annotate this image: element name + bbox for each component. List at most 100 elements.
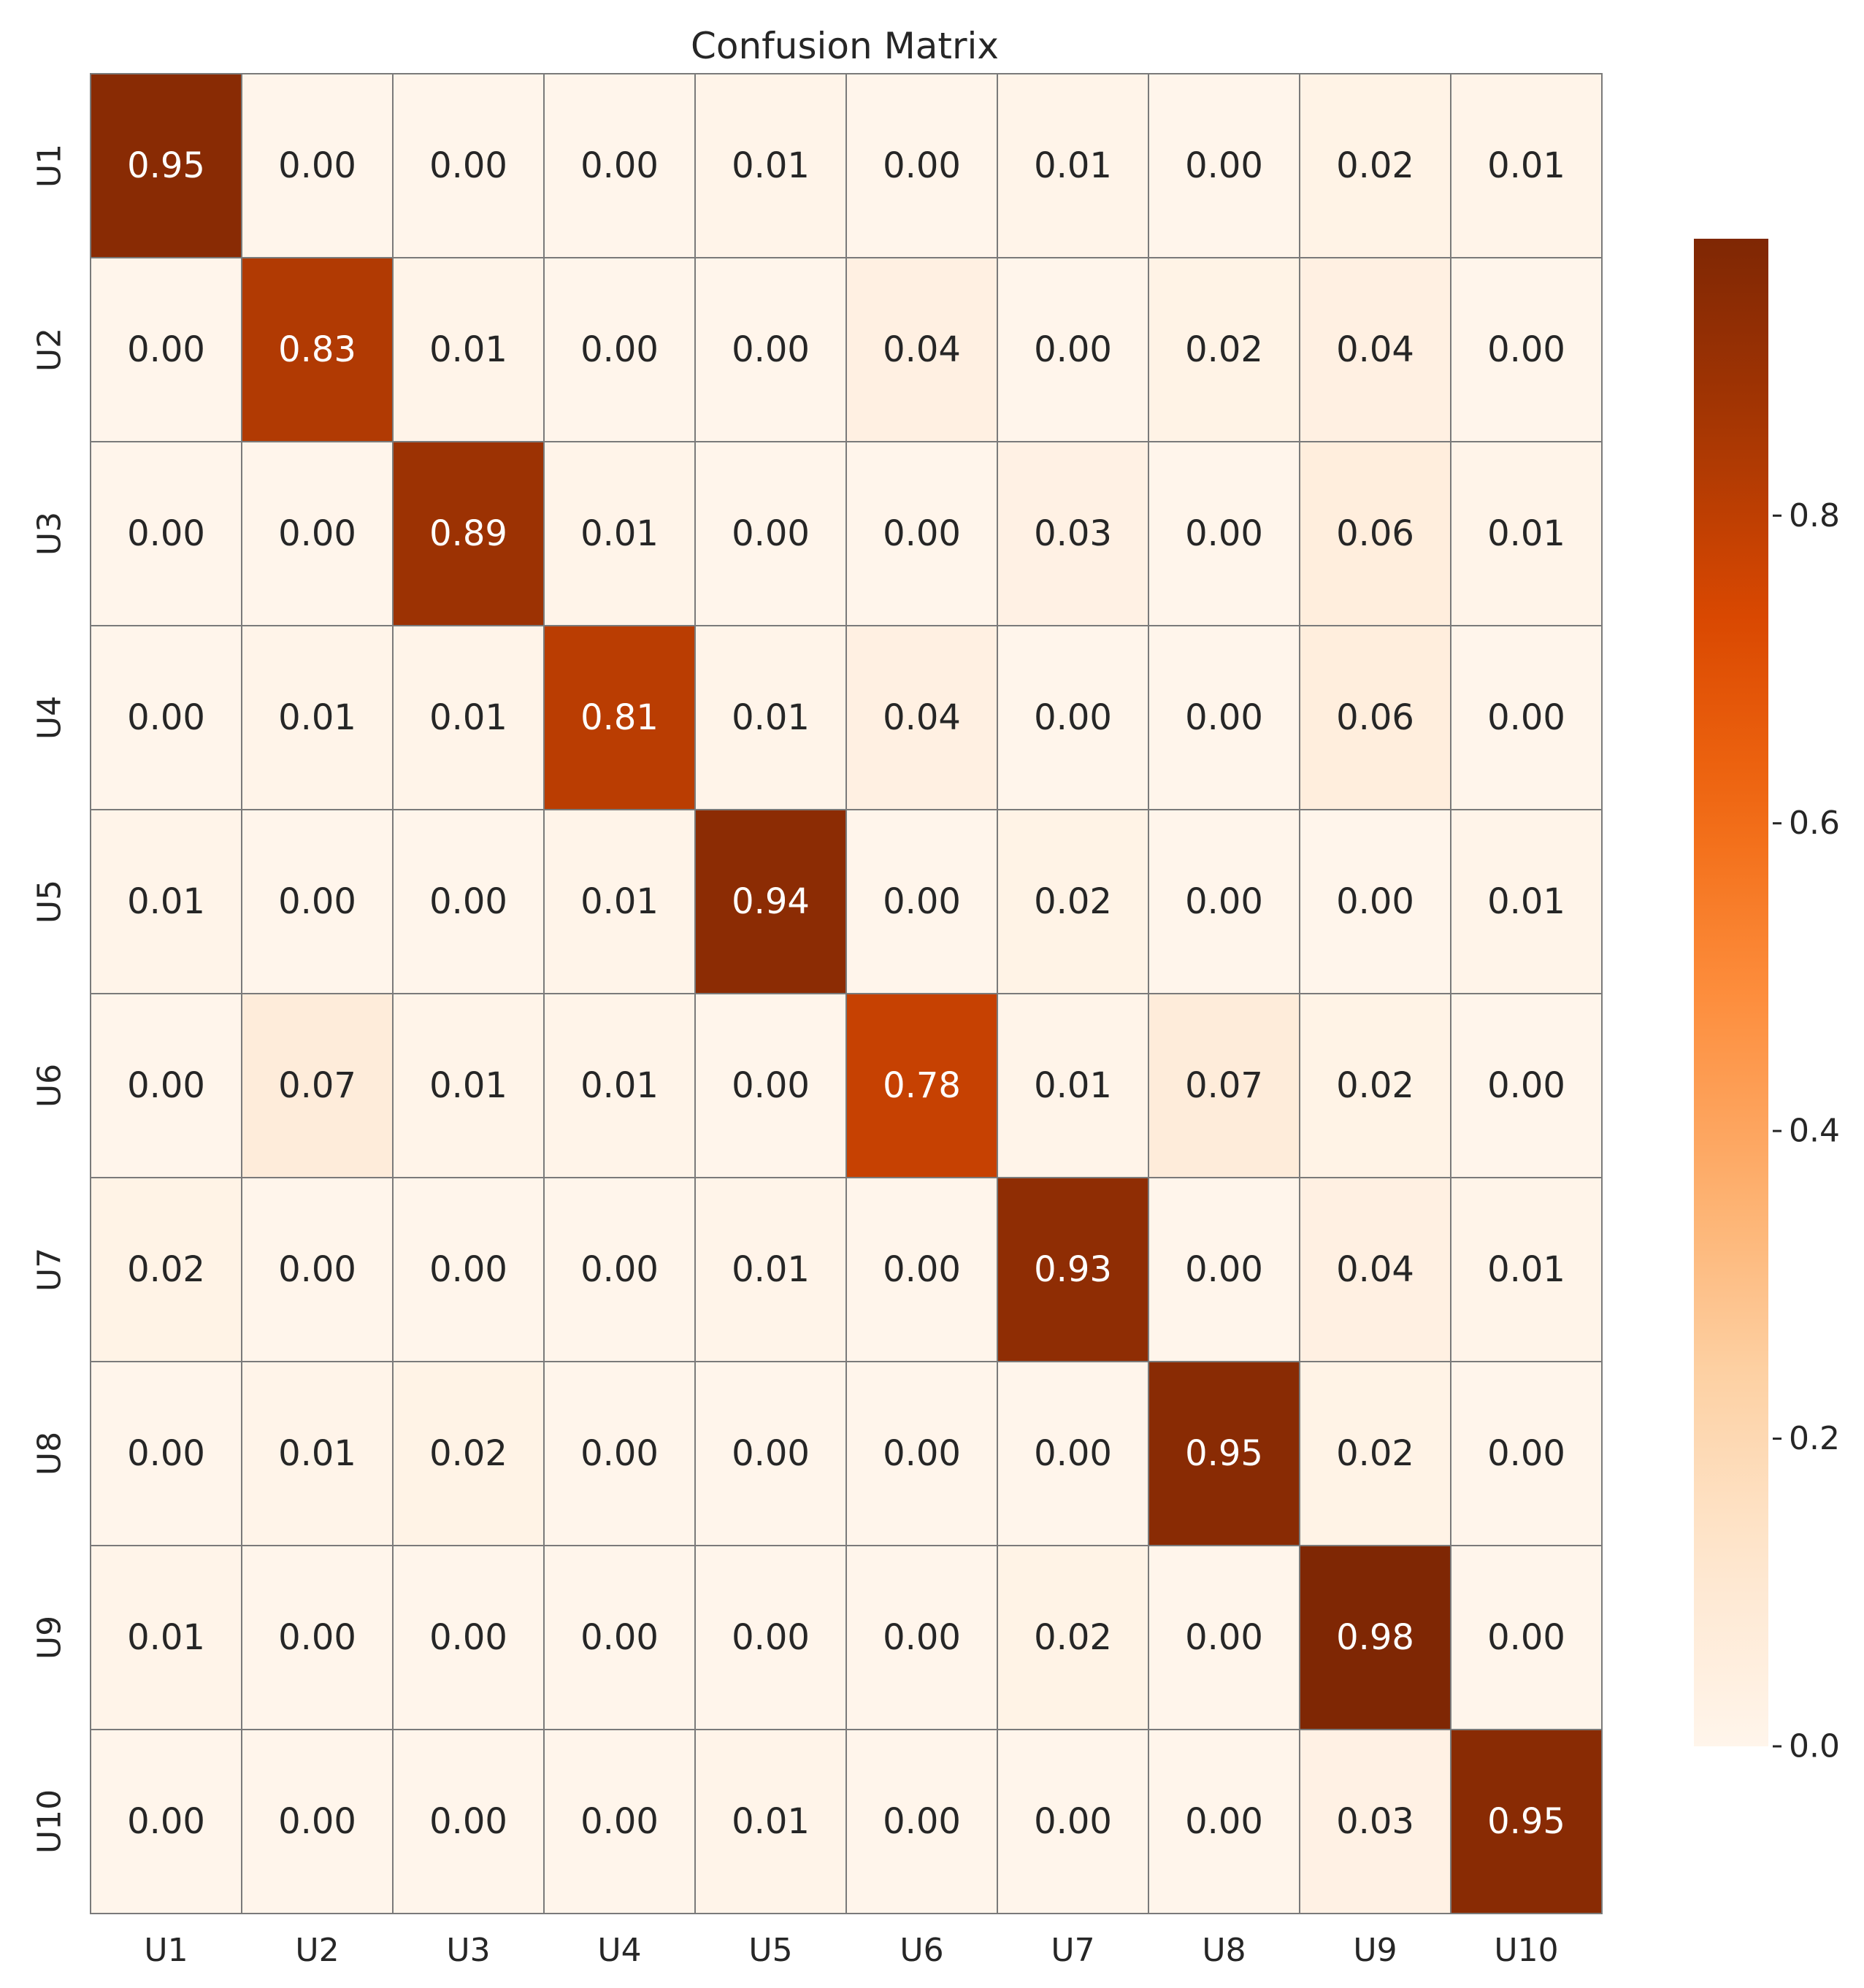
cell-value-label: 0.00 xyxy=(580,1433,659,1474)
cell-value-label: 0.01 xyxy=(580,513,659,554)
cell-value-label: 0.00 xyxy=(1487,1617,1565,1658)
cell-value-label: 0.01 xyxy=(278,697,356,738)
heatmap-cell xyxy=(1148,1177,1300,1362)
heatmap-cell xyxy=(1148,257,1300,442)
cell-value-label: 0.03 xyxy=(1034,513,1112,554)
cell-value-label: 0.00 xyxy=(580,329,659,370)
cell-value-label: 0.01 xyxy=(732,145,810,186)
heatmap-cell xyxy=(694,993,847,1178)
cell-value-label: 0.01 xyxy=(1487,1249,1565,1290)
cell-value-label: 0.00 xyxy=(1185,1249,1263,1290)
heatmap-cell xyxy=(694,1361,847,1546)
cell-value-label: 0.00 xyxy=(278,513,356,554)
heatmap-cell xyxy=(1299,73,1451,258)
heatmap-cell xyxy=(997,1545,1149,1730)
cell-value-label: 0.00 xyxy=(883,1617,961,1658)
y-tick-label: U7 xyxy=(31,1248,69,1292)
x-tick-label: U3 xyxy=(446,1932,490,1969)
y-tick-label: U4 xyxy=(31,696,69,740)
cell-value-label: 0.89 xyxy=(429,513,507,554)
heatmap-cell xyxy=(997,257,1149,442)
cell-value-label: 0.00 xyxy=(127,513,205,554)
cell-value-label: 0.00 xyxy=(127,1065,205,1106)
heatmap-cell-labels: 0.95 0.00 0.00 0.00 0.01 0.00 0.01 0.00 0.02 0.01… xyxy=(127,145,1565,1842)
cell-value-label: 0.00 xyxy=(278,1617,356,1658)
cell-value-label: 0.00 xyxy=(1487,1433,1565,1474)
cell-value-label: 0.98 xyxy=(1336,1617,1414,1658)
cell-value-label: 0.02 xyxy=(1336,1433,1414,1474)
cell-value-label: 0.01 xyxy=(1034,145,1112,186)
cell-value-label: 0.78 xyxy=(883,1065,961,1106)
cell-value-label: 0.00 xyxy=(883,1801,961,1842)
cell-value-label: 0.00 xyxy=(1185,881,1263,922)
cell-value-label: 0.04 xyxy=(883,329,961,370)
cell-value-label: 0.01 xyxy=(1034,1065,1112,1106)
cell-value-label: 0.02 xyxy=(1034,1617,1112,1658)
heatmap-cell xyxy=(997,809,1149,994)
cell-value-label: 0.00 xyxy=(1185,145,1263,186)
colorbar-tick-label: 0.6 xyxy=(1789,805,1840,842)
heatmap-cell xyxy=(241,257,394,442)
cell-value-label: 0.00 xyxy=(732,1617,810,1658)
cell-value-label: 0.02 xyxy=(1336,1065,1414,1106)
y-tick-label: U6 xyxy=(31,1064,69,1108)
heatmap-cell xyxy=(997,1177,1149,1362)
cell-value-label: 0.94 xyxy=(732,881,810,922)
heatmap-cell xyxy=(543,1729,696,1914)
cell-value-label: 0.02 xyxy=(127,1249,205,1290)
cell-value-label: 0.00 xyxy=(1336,881,1414,922)
heatmap-cell xyxy=(1148,809,1300,994)
heatmap-cell xyxy=(543,257,696,442)
heatmap-cell xyxy=(845,809,998,994)
cell-value-label: 0.00 xyxy=(127,697,205,738)
heatmap-cell xyxy=(392,441,545,626)
y-tick-label: U9 xyxy=(31,1616,69,1659)
x-tick-label: U4 xyxy=(597,1932,641,1969)
cell-value-label: 0.00 xyxy=(127,329,205,370)
heatmap-cell xyxy=(241,1545,394,1730)
heatmap-cell xyxy=(90,993,242,1178)
heatmap-cell xyxy=(90,1729,242,1914)
cell-value-label: 0.00 xyxy=(278,1801,356,1842)
heatmap-cell xyxy=(694,257,847,442)
y-tick-label: U1 xyxy=(31,144,69,188)
cell-value-label: 0.00 xyxy=(883,513,961,554)
heatmap-cell xyxy=(1299,257,1451,442)
heatmap-cell xyxy=(1148,73,1300,258)
heatmap-cell xyxy=(543,441,696,626)
heatmap-cell xyxy=(90,625,242,810)
cell-value-label: 0.93 xyxy=(1034,1249,1112,1290)
cell-value-label: 0.00 xyxy=(580,145,659,186)
heatmap-cell xyxy=(241,73,394,258)
cell-value-label: 0.01 xyxy=(732,697,810,738)
cell-value-label: 0.07 xyxy=(1185,1065,1263,1106)
cell-value-label: 0.01 xyxy=(429,1065,507,1106)
heatmap-cell xyxy=(1450,809,1603,994)
cell-value-label: 0.81 xyxy=(580,697,659,738)
x-tick-label: U6 xyxy=(900,1932,943,1969)
heatmap-cell xyxy=(1450,441,1603,626)
cell-value-label: 0.00 xyxy=(429,881,507,922)
cell-value-label: 0.01 xyxy=(1487,881,1565,922)
cell-value-label: 0.02 xyxy=(1336,145,1414,186)
y-tick-label: U5 xyxy=(31,880,69,924)
cell-value-label: 0.95 xyxy=(1185,1433,1263,1474)
x-tick-label: U2 xyxy=(295,1932,339,1969)
cell-value-label: 0.01 xyxy=(429,329,507,370)
cell-value-label: 0.00 xyxy=(883,145,961,186)
heatmap-cells xyxy=(90,73,1603,1914)
y-tick-label: U2 xyxy=(31,328,69,372)
heatmap-cell xyxy=(845,1361,998,1546)
heatmap-cell xyxy=(1450,1361,1603,1546)
heatmap-cell xyxy=(694,809,847,994)
heatmap-cell xyxy=(1148,1729,1300,1914)
cell-value-label: 0.06 xyxy=(1336,697,1414,738)
heatmap-cell xyxy=(543,1177,696,1362)
cell-value-label: 0.00 xyxy=(127,1433,205,1474)
cell-value-label: 0.01 xyxy=(278,1433,356,1474)
heatmap-cell xyxy=(1299,1177,1451,1362)
heatmap-cell xyxy=(694,625,847,810)
heatmap-cell xyxy=(694,1545,847,1730)
cell-value-label: 0.00 xyxy=(1487,1065,1565,1106)
